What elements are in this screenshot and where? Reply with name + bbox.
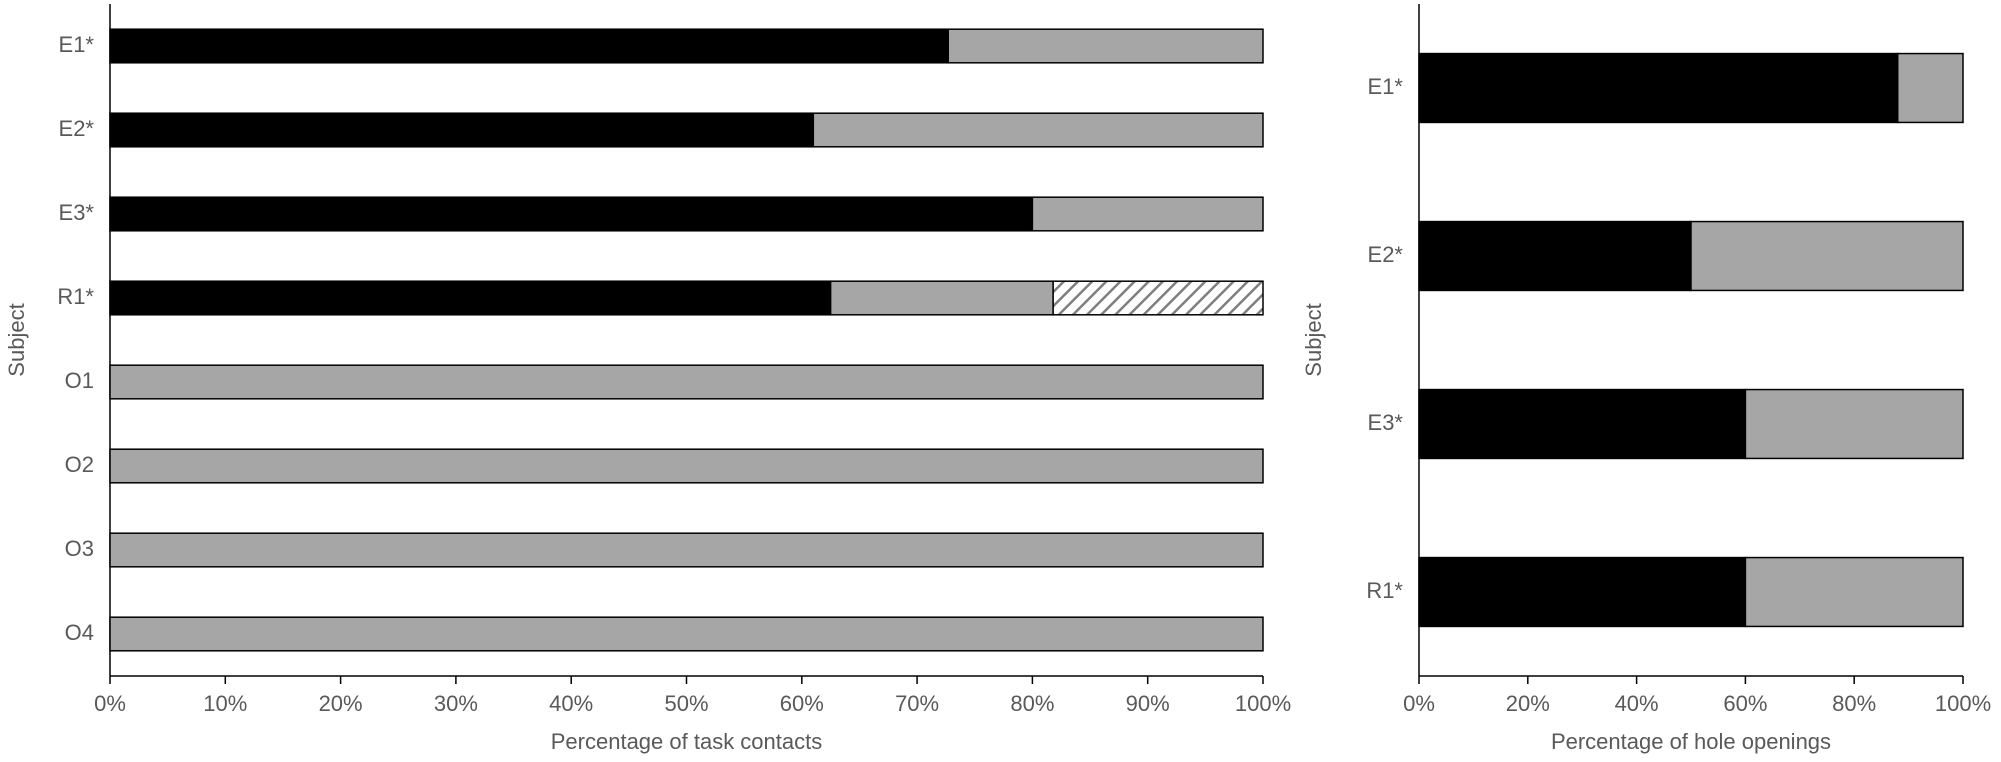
bar-segment: [109, 364, 1264, 400]
x-tick-label: 10%: [203, 691, 247, 716]
x-tick-label: 60%: [1723, 691, 1767, 716]
y-tick-label: E2*: [59, 116, 95, 141]
x-tick-label: 50%: [664, 691, 708, 716]
y-tick-label: O4: [65, 620, 94, 645]
bar-segment: [109, 112, 815, 148]
x-tick-label: 90%: [1126, 691, 1170, 716]
bar-segment: [1418, 52, 1899, 124]
y-tick-label: R1*: [1366, 578, 1403, 603]
y-tick-label: E3*: [1368, 410, 1404, 435]
y-axis-label: Subject: [1301, 303, 1326, 376]
bar-segment: [109, 280, 832, 316]
x-tick-label: 70%: [895, 691, 939, 716]
y-tick-label: E2*: [1368, 242, 1404, 267]
bar-segment: [109, 532, 1264, 568]
x-tick-label: 20%: [1506, 691, 1550, 716]
bar-segment: [1052, 280, 1264, 316]
bar-segment: [109, 616, 1264, 652]
bar-segment: [829, 280, 1054, 316]
bar-segment: [109, 196, 1034, 232]
y-tick-label: O3: [65, 536, 94, 561]
y-tick-label: E1*: [1368, 74, 1404, 99]
x-tick-label: 60%: [780, 691, 824, 716]
x-tick-label: 30%: [434, 691, 478, 716]
y-tick-label: O2: [65, 452, 94, 477]
bar-segment: [1896, 52, 1964, 124]
x-tick-label: 40%: [1615, 691, 1659, 716]
x-tick-label: 40%: [549, 691, 593, 716]
bar-segment: [1744, 556, 1964, 628]
x-axis-label: Percentage of hole openings: [1551, 729, 1831, 754]
x-tick-label: 20%: [319, 691, 363, 716]
bar-segment: [1418, 388, 1747, 460]
y-tick-label: R1*: [57, 284, 94, 309]
bar-segment: [1744, 388, 1964, 460]
x-tick-label: 0%: [94, 691, 126, 716]
y-axis-label: Subject: [4, 303, 29, 376]
x-tick-label: 100%: [1935, 691, 1991, 716]
bar-segment: [1418, 556, 1747, 628]
bar-segment: [1690, 220, 1964, 292]
bar-segment: [947, 28, 1264, 64]
x-axis-label: Percentage of task contacts: [551, 729, 823, 754]
bar-segment: [812, 112, 1264, 148]
bar-segment: [109, 448, 1264, 484]
x-tick-label: 0%: [1403, 691, 1435, 716]
bar-segment: [109, 28, 949, 64]
y-tick-label: E3*: [59, 200, 95, 225]
bar-segment: [1418, 220, 1692, 292]
x-tick-label: 100%: [1235, 691, 1291, 716]
y-tick-label: E1*: [59, 32, 95, 57]
x-tick-label: 80%: [1832, 691, 1876, 716]
y-tick-label: O1: [65, 368, 94, 393]
x-tick-label: 80%: [1010, 691, 1054, 716]
bar-segment: [1031, 196, 1264, 232]
